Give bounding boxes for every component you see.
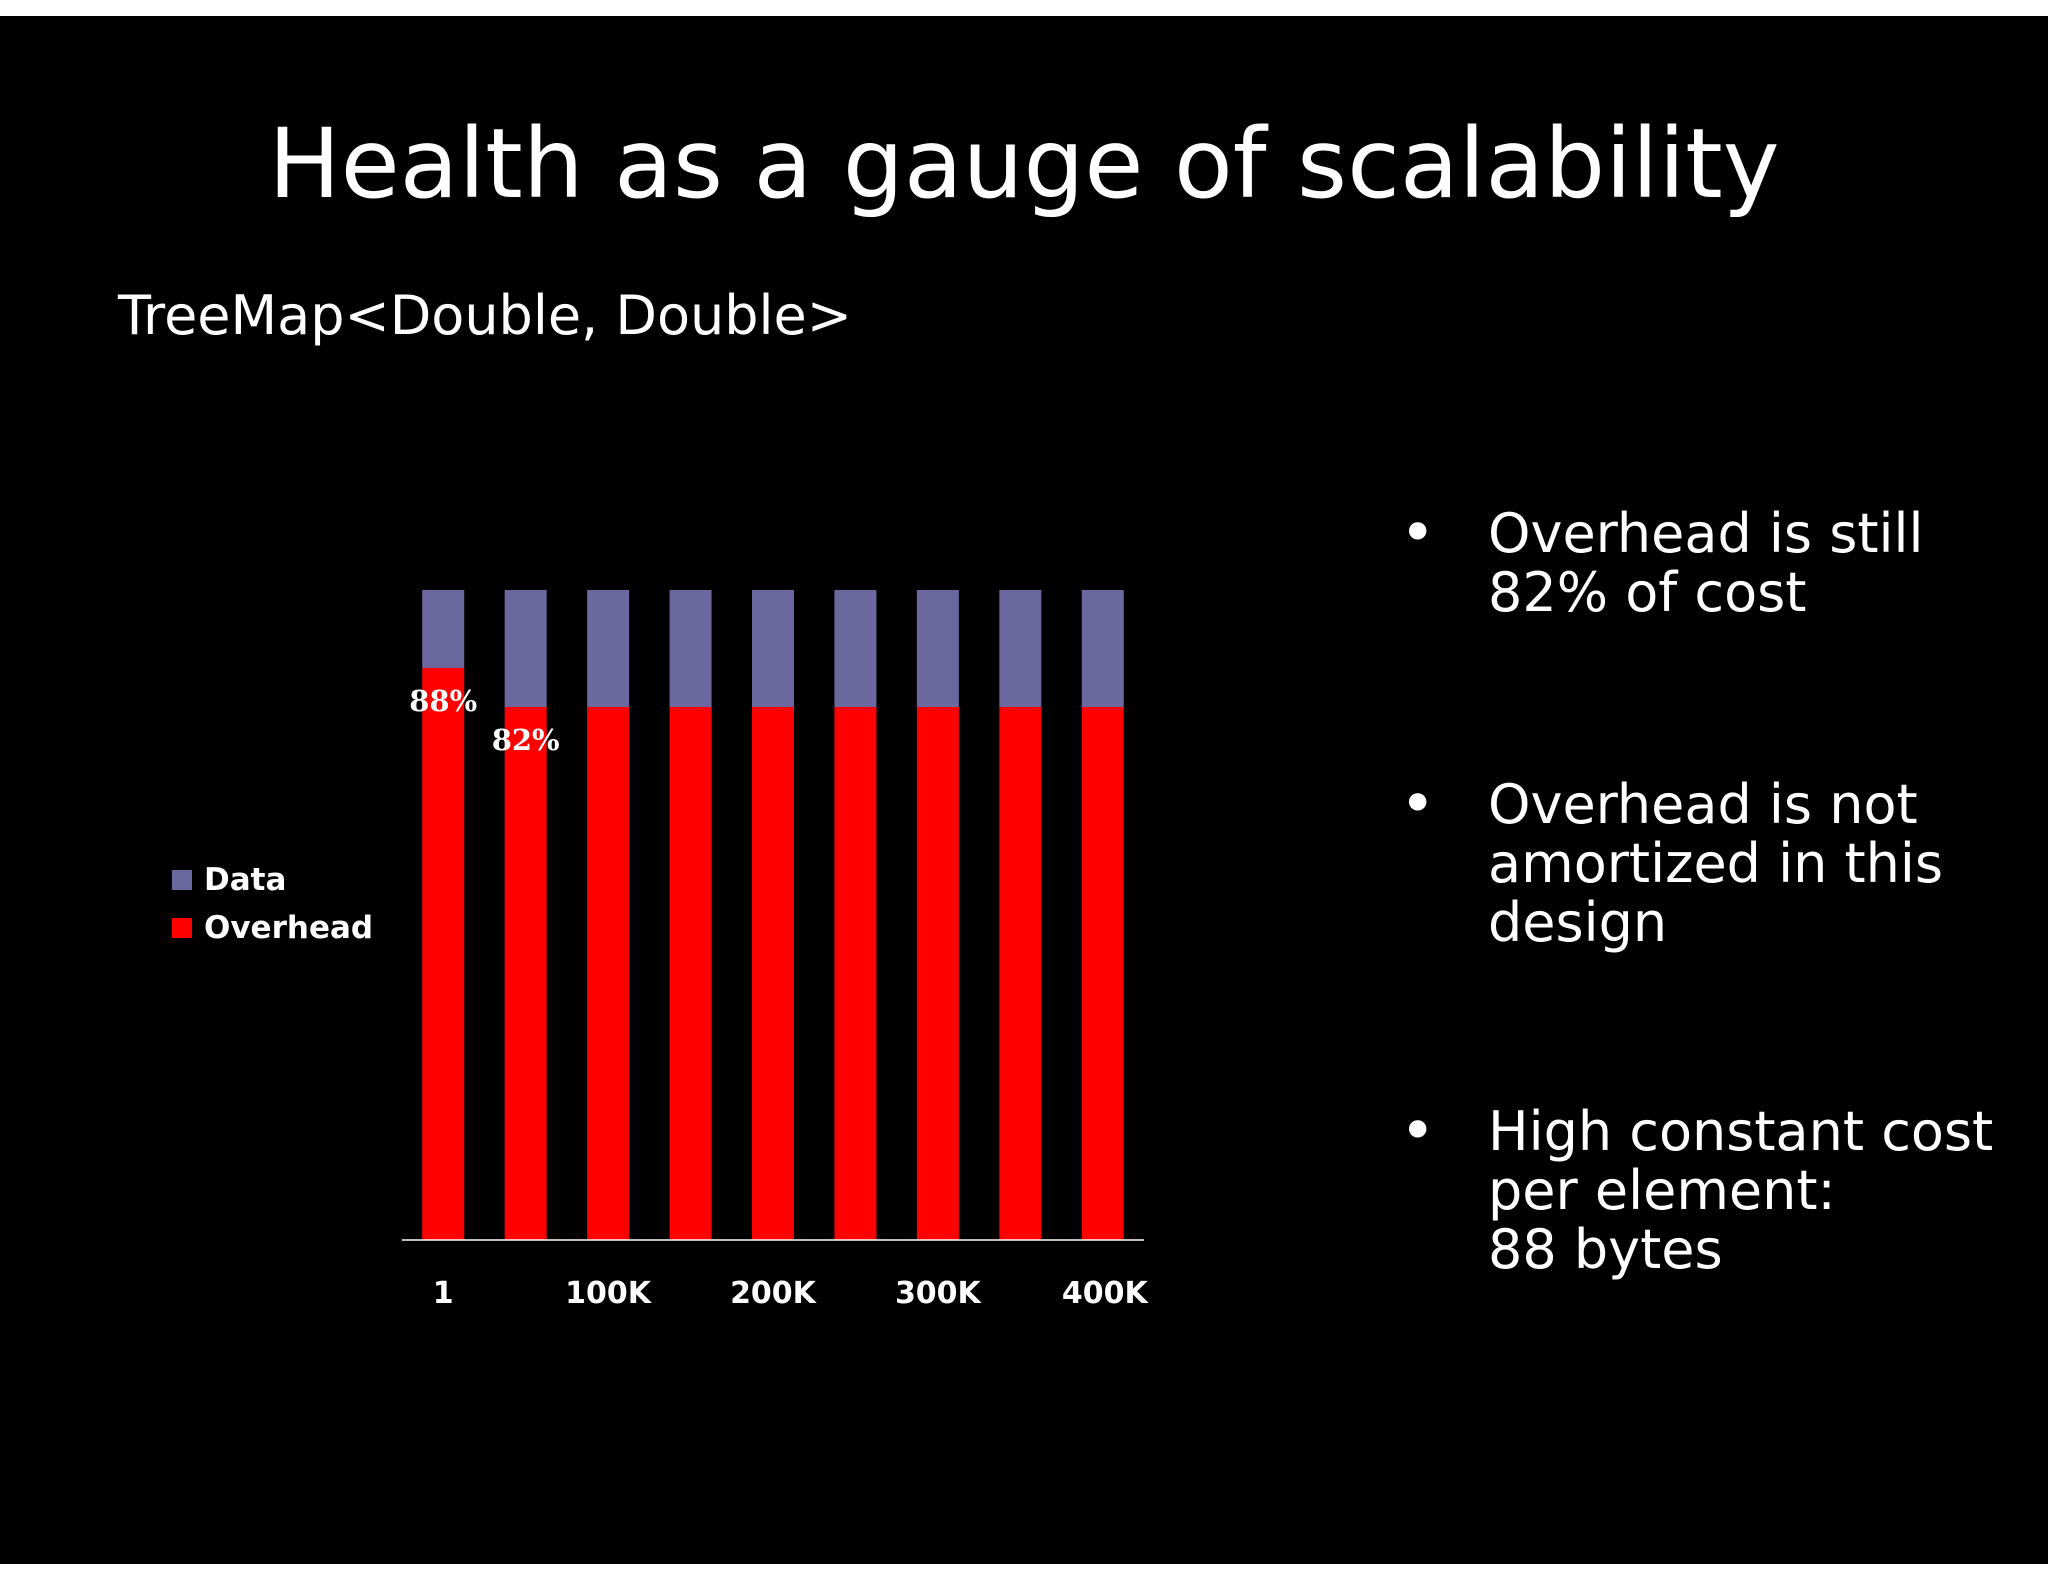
bar-overhead-5 bbox=[834, 707, 877, 1240]
bar-data-7 bbox=[999, 590, 1042, 707]
bullet-list: • Overhead is still 82% of cost • Overhe… bbox=[1380, 498, 2020, 1281]
x-tick-label: 400K bbox=[1062, 1276, 1150, 1311]
bullet-dot-icon: • bbox=[1400, 498, 1436, 568]
bar-data-1 bbox=[504, 590, 547, 707]
bullet-item: • Overhead is still 82% of cost bbox=[1380, 498, 2020, 624]
bullet-text: Overhead is not amortized in this design bbox=[1488, 773, 1944, 954]
bar-overhead-0 bbox=[422, 668, 465, 1240]
bar-overhead-2 bbox=[587, 707, 630, 1240]
slide-title: Health as a gauge of scalability bbox=[268, 108, 1780, 220]
bar-data-5 bbox=[834, 590, 877, 707]
bullet-dot-icon: • bbox=[1400, 769, 1436, 839]
bar-overhead-6 bbox=[916, 707, 959, 1240]
bar-data-6 bbox=[916, 590, 959, 707]
bullet-text: High constant cost per element: 88 bytes bbox=[1488, 1100, 1994, 1281]
bar-data-8 bbox=[1081, 590, 1124, 707]
chart-legend: Data Overhead bbox=[172, 856, 373, 952]
data-label: 82% bbox=[492, 723, 560, 757]
data-label: 88% bbox=[409, 684, 477, 718]
bullet-item: • Overhead is not amortized in this desi… bbox=[1380, 769, 2020, 954]
x-tick-label: 200K bbox=[730, 1276, 818, 1311]
legend-item-overhead: Overhead bbox=[172, 904, 373, 952]
legend-label-data: Data bbox=[204, 862, 287, 898]
legend-item-data: Data bbox=[172, 856, 373, 904]
legend-label-overhead: Overhead bbox=[204, 910, 374, 946]
bar-data-3 bbox=[669, 590, 712, 707]
bar-overhead-4 bbox=[752, 707, 794, 1240]
x-tick-label: 300K bbox=[895, 1276, 983, 1311]
bar-data-2 bbox=[587, 590, 630, 707]
bullet-dot-icon: • bbox=[1400, 1096, 1436, 1166]
bar-overhead-3 bbox=[669, 707, 712, 1240]
slide: Health as a gauge of scalability TreeMap… bbox=[0, 16, 2048, 1564]
x-tick-label: 1 bbox=[433, 1276, 454, 1311]
legend-swatch-data bbox=[172, 870, 192, 890]
slide-subtitle: TreeMap<Double, Double> bbox=[118, 284, 852, 347]
bullet-text: Overhead is still 82% of cost bbox=[1488, 502, 1924, 624]
bar-overhead-7 bbox=[999, 707, 1042, 1240]
bar-data-0 bbox=[422, 590, 465, 668]
bullet-item: • High constant cost per element: 88 byt… bbox=[1380, 1096, 2020, 1281]
bar-overhead-1 bbox=[504, 707, 547, 1240]
legend-swatch-overhead bbox=[172, 918, 192, 938]
x-tick-label: 100K bbox=[565, 1276, 653, 1311]
bar-data-4 bbox=[752, 590, 794, 707]
bar-overhead-8 bbox=[1081, 707, 1124, 1240]
